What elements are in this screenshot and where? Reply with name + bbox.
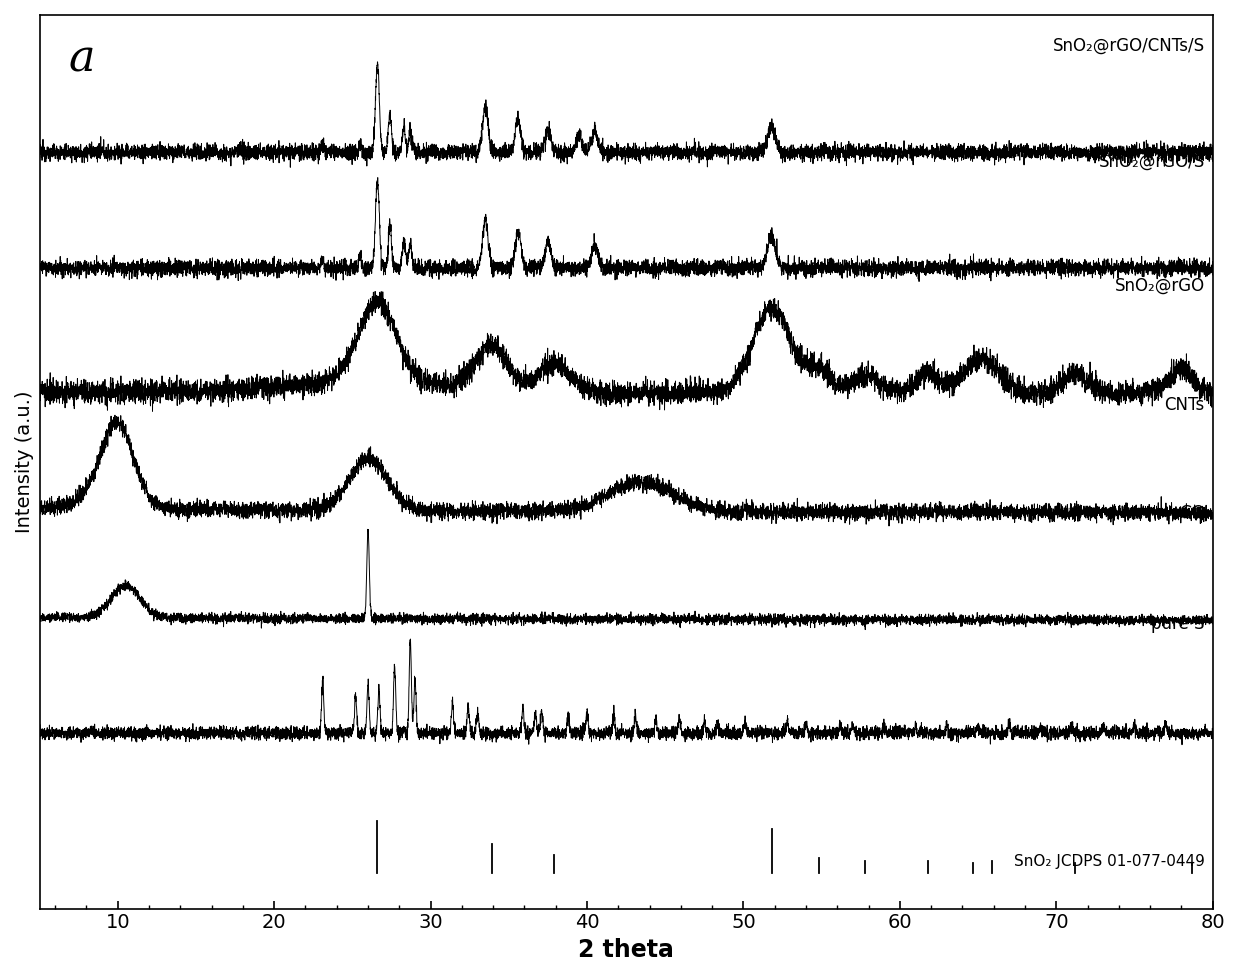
Y-axis label: Intensity (a.u.): Intensity (a.u.) <box>15 391 33 533</box>
Text: pure S: pure S <box>1152 616 1205 633</box>
Text: SnO₂@rGO/CNTs/S: SnO₂@rGO/CNTs/S <box>1053 37 1205 55</box>
Text: SnO₂ JCDPS 01-077-0449: SnO₂ JCDPS 01-077-0449 <box>1014 854 1205 869</box>
X-axis label: 2 theta: 2 theta <box>578 938 675 962</box>
Text: CNTs: CNTs <box>1164 396 1205 414</box>
Text: SnO₂@rGO/S: SnO₂@rGO/S <box>1099 152 1205 171</box>
Text: SnO₂@rGO: SnO₂@rGO <box>1115 276 1205 294</box>
Text: GO: GO <box>1179 503 1205 522</box>
Text: a: a <box>69 37 95 80</box>
